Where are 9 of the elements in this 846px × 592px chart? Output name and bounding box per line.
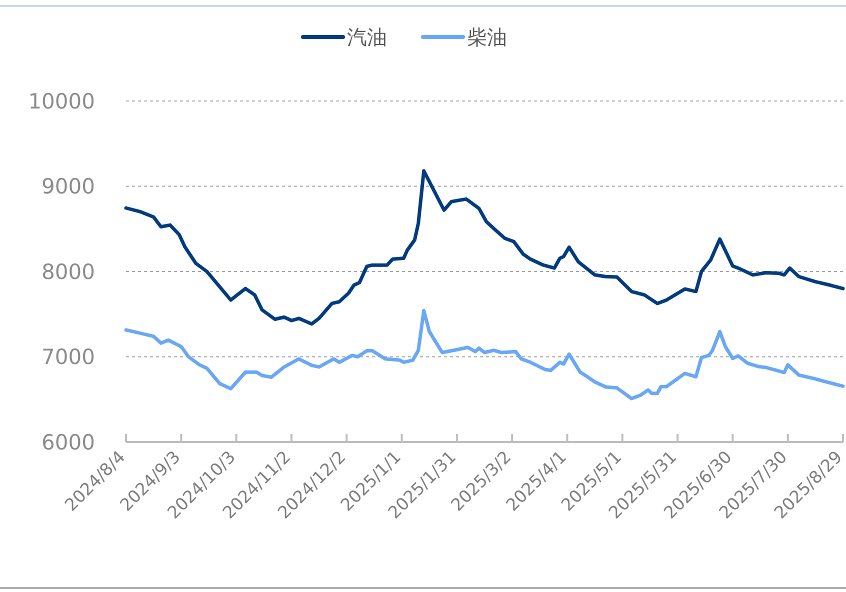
y-tick-label: 6000 <box>42 430 95 454</box>
legend-label: 汽油 <box>347 25 387 49</box>
line-series <box>124 169 845 326</box>
line-series <box>124 308 845 400</box>
y-tick-label: 8000 <box>42 260 95 284</box>
y-tick-label: 10000 <box>28 89 95 114</box>
legend-label: 柴油 <box>467 25 507 49</box>
y-tick-label: 7000 <box>42 345 95 370</box>
y-tick-label: 9000 <box>42 174 95 199</box>
